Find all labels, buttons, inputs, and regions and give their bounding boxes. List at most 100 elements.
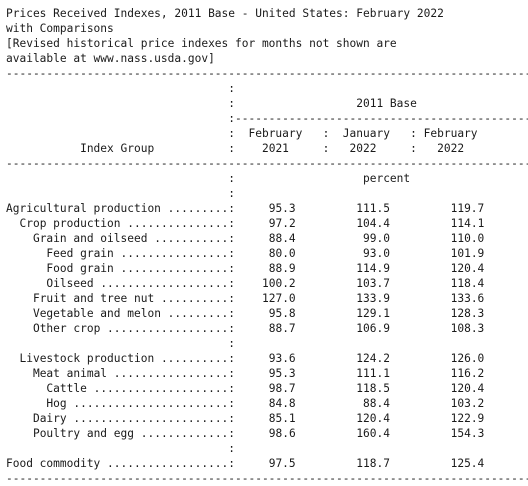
title-line-4: available at www.nass.usda.gov] xyxy=(6,52,215,65)
row-value: 88.7 xyxy=(268,322,296,335)
row-value: 133.6 xyxy=(450,292,485,305)
row-value: 120.4 xyxy=(450,262,485,275)
table-row: Hog .......................: 84.8 88.4 1… xyxy=(46,397,485,410)
row-value: 103.2 xyxy=(450,397,485,410)
row-value: 100.2 xyxy=(261,277,296,290)
column-year: 2022 xyxy=(416,142,492,155)
row-value: 124.2 xyxy=(356,352,390,365)
row-label: Feed grain xyxy=(46,247,114,260)
row-value: 119.7 xyxy=(450,202,485,215)
row-value: 95.3 xyxy=(268,202,296,215)
table-row: Meat animal .................: 95.3 111.… xyxy=(32,367,485,380)
table-row: Food commodity ..................: 97.5 … xyxy=(6,457,485,470)
row-value: 154.3 xyxy=(450,427,485,440)
row-value: 88.4 xyxy=(268,232,296,245)
unit-label: percent xyxy=(235,172,528,185)
row-value: 98.6 xyxy=(268,427,296,440)
column-year: 2021 xyxy=(235,142,316,155)
row-value: 104.4 xyxy=(356,217,390,230)
row-value: 126.0 xyxy=(450,352,485,365)
row-label: Dairy xyxy=(32,412,67,425)
row-value: 128.3 xyxy=(450,307,485,320)
month-header-line: : February : January : February xyxy=(6,127,491,140)
table-row: Dairy .......................: 85.1 120.… xyxy=(32,412,485,425)
column-month: January xyxy=(329,127,404,140)
column-month: February xyxy=(416,127,491,140)
row-value: 118.5 xyxy=(356,382,390,395)
column-month: February xyxy=(235,127,316,140)
year-header-line: Index Group : 2021 : 2022 : 2022 xyxy=(6,142,492,155)
title-line-2: with Comparisons xyxy=(6,22,114,35)
table-row-spacer: : xyxy=(6,337,236,350)
unit-spacer: : xyxy=(6,187,236,200)
row-value: 95.8 xyxy=(268,307,296,320)
table-row: Cattle ....................: 98.7 118.5 … xyxy=(46,382,485,395)
stub-header: Index Group xyxy=(6,142,229,155)
rule-top: ----------------------------------------… xyxy=(6,67,528,80)
row-value: 98.7 xyxy=(268,382,296,395)
row-label: Meat animal xyxy=(32,367,108,380)
row-value: 88.9 xyxy=(268,262,296,275)
row-value: 93.6 xyxy=(268,352,296,365)
table-row: Poultry and egg .............: 98.6 160.… xyxy=(32,427,485,440)
header-spacer: : xyxy=(6,82,236,95)
row-value: 103.7 xyxy=(356,277,390,290)
row-value: 160.4 xyxy=(356,427,390,440)
row-value: 88.4 xyxy=(363,397,390,410)
row-value: 114.1 xyxy=(450,217,485,230)
row-value: 114.9 xyxy=(356,262,390,275)
table-row: Food grain ................: 88.9 114.9 … xyxy=(46,262,485,275)
row-value: 84.8 xyxy=(268,397,296,410)
row-label: Livestock production xyxy=(19,352,155,365)
rule-bottom: ----------------------------------------… xyxy=(6,472,528,485)
row-label: Other crop xyxy=(32,322,101,335)
row-value: 110.0 xyxy=(450,232,485,245)
row-label: Oilseed xyxy=(46,277,94,290)
row-label: Vegetable and melon xyxy=(32,307,161,320)
row-value: 111.1 xyxy=(356,367,390,380)
table-row: Other crop ..................: 88.7 106.… xyxy=(32,322,485,335)
table-row: Crop production ...............: 97.2 10… xyxy=(19,217,485,230)
row-label: Hog xyxy=(46,397,67,410)
table-row: Vegetable and melon .........: 95.8 129.… xyxy=(32,307,485,320)
row-label: Poultry and egg xyxy=(32,427,134,440)
row-label: Food grain xyxy=(46,262,114,275)
row-value: 111.5 xyxy=(356,202,390,215)
table-row: Oilseed ...................: 100.2 103.7… xyxy=(46,277,485,290)
row-value: 97.2 xyxy=(268,217,296,230)
row-value: 133.9 xyxy=(356,292,390,305)
row-value: 122.9 xyxy=(450,412,485,425)
row-value: 120.4 xyxy=(450,382,485,395)
unit-line: : percent xyxy=(6,171,528,186)
index-table: ----------------------------------------… xyxy=(6,66,528,486)
table-row: Fruit and tree nut ..........: 127.0 133… xyxy=(32,292,485,305)
row-value: 106.9 xyxy=(356,322,390,335)
title-line-3: [Revised historical price indexes for mo… xyxy=(6,37,397,50)
row-value: 80.0 xyxy=(268,247,296,260)
base-header-line: : 2011 Base xyxy=(6,96,528,111)
row-value: 93.0 xyxy=(363,247,390,260)
row-value: 85.1 xyxy=(268,412,296,425)
row-label: Fruit and tree nut xyxy=(32,292,155,305)
row-value: 120.4 xyxy=(356,412,390,425)
row-label: Cattle xyxy=(46,382,87,395)
row-value: 129.1 xyxy=(356,307,390,320)
table-row: Grain and oilseed ...........: 88.4 99.0… xyxy=(32,232,485,245)
row-value: 99.0 xyxy=(363,232,390,245)
table-row-spacer: : xyxy=(6,442,236,455)
row-value: 108.3 xyxy=(450,322,485,335)
row-value: 101.9 xyxy=(450,247,485,260)
table-row: Livestock production ..........: 93.6 12… xyxy=(19,352,485,365)
row-value: 116.2 xyxy=(450,367,485,380)
rule-header: ----------------------------------------… xyxy=(6,157,528,170)
row-value: 118.4 xyxy=(450,277,485,290)
table-row: Agricultural production .........: 95.3 … xyxy=(6,202,485,215)
base-label: 2011 Base xyxy=(235,97,528,110)
row-value: 118.7 xyxy=(356,457,390,470)
row-value: 97.5 xyxy=(268,457,296,470)
row-value: 125.4 xyxy=(450,457,485,470)
row-label: Crop production xyxy=(19,217,121,230)
row-label: Grain and oilseed xyxy=(32,232,148,245)
base-underline: :---------------------------------------… xyxy=(6,112,528,125)
